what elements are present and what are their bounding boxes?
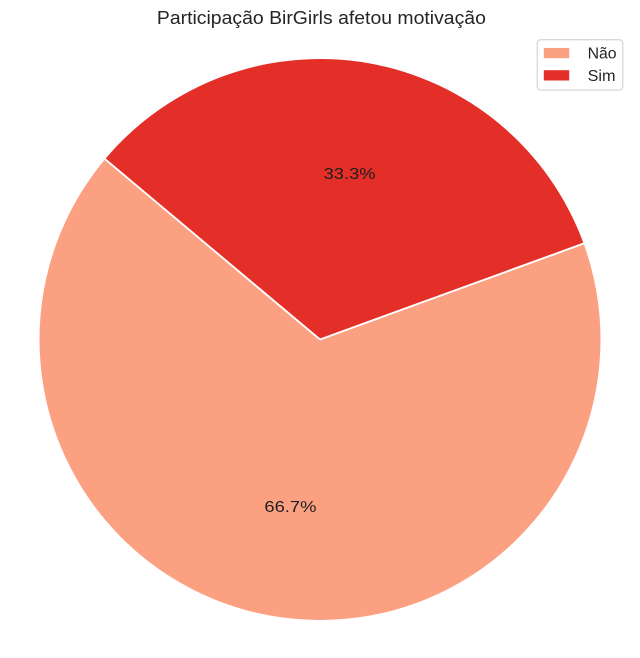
- svg-text:33.3%: 33.3%: [324, 166, 376, 183]
- svg-text:Sim: Sim: [588, 68, 616, 85]
- svg-text:66.7%: 66.7%: [264, 499, 316, 516]
- svg-text:Participação BirGirls afetou m: Participação BirGirls afetou motivação: [157, 8, 486, 28]
- svg-text:Não: Não: [588, 46, 617, 63]
